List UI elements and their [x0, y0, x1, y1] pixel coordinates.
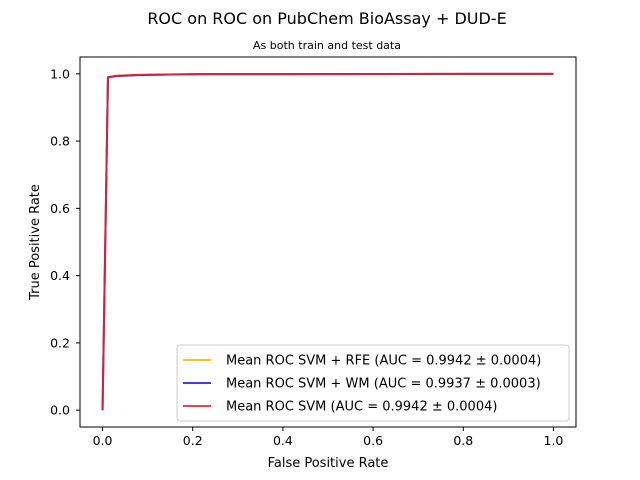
x-axis-label: False Positive Rate	[268, 456, 389, 471]
legend-box	[176, 344, 570, 422]
x-tick-label: 0.4	[273, 433, 293, 448]
legend: Mean ROC SVM + RFE (AUC = 0.9942 ± 0.000…	[176, 344, 570, 422]
x-axis-ticks: 0.0 0.2 0.4 0.6 0.8 1.0	[93, 427, 564, 448]
y-axis-label: True Positive Rate	[28, 184, 43, 301]
y-axis-ticks: 0.0 0.2 0.4 0.6 0.8 1.0	[50, 66, 80, 418]
legend-entry-label: Mean ROC SVM + RFE (AUC = 0.9942 ± 0.000…	[226, 354, 541, 369]
chart-title: ROC on ROC on PubChem BioAssay + DUD-E	[147, 9, 506, 28]
x-tick-label: 0.8	[453, 433, 473, 448]
y-tick-label: 0.6	[50, 201, 70, 216]
x-tick-label: 0.6	[363, 433, 383, 448]
y-tick-label: 0.0	[50, 403, 70, 418]
legend-entry-label: Mean ROC SVM + WM (AUC = 0.9937 ± 0.0003…	[226, 377, 541, 392]
x-tick-label: 1.0	[544, 433, 564, 448]
y-tick-label: 0.8	[50, 134, 70, 149]
chart-subtitle: As both train and test data	[253, 39, 401, 52]
roc-curve-line	[101, 72, 554, 411]
y-tick-label: 0.2	[50, 335, 70, 350]
legend-entry-label: Mean ROC SVM (AUC = 0.9942 ± 0.0004)	[226, 400, 497, 415]
roc-series-lines	[101, 72, 554, 411]
x-tick-label: 0.0	[93, 433, 113, 448]
y-tick-label: 0.4	[50, 268, 70, 283]
x-tick-label: 0.2	[183, 433, 203, 448]
y-tick-label: 1.0	[50, 66, 70, 81]
